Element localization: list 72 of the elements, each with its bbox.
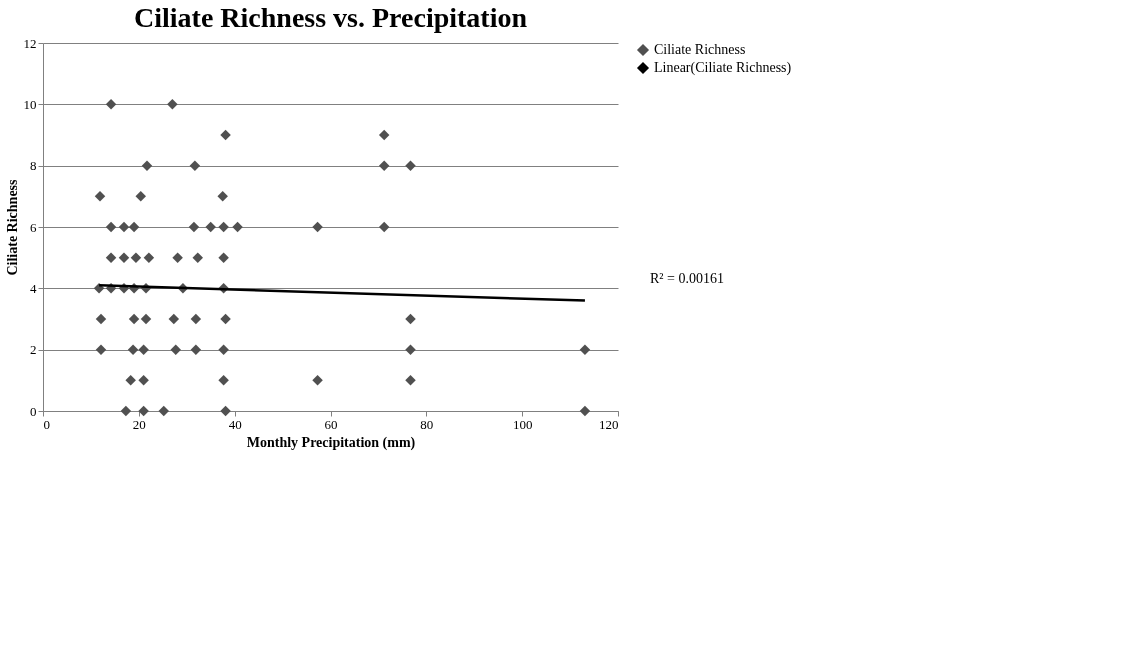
y-tick-label: 4 <box>30 280 37 296</box>
point <box>118 221 130 233</box>
point <box>312 221 323 233</box>
x-tick-label: 20 <box>132 416 146 432</box>
point <box>217 191 228 202</box>
y-tick-label: 0 <box>30 403 37 419</box>
point <box>105 221 117 233</box>
y-axis-title: Ciliate Richness <box>4 178 20 276</box>
point <box>220 405 231 417</box>
point <box>94 191 106 202</box>
point <box>168 313 180 325</box>
point <box>188 221 200 233</box>
x-tick-label: 0 <box>43 416 50 432</box>
point <box>220 129 231 141</box>
point <box>105 99 117 110</box>
point <box>172 252 183 263</box>
point <box>143 252 155 263</box>
point <box>579 405 591 417</box>
point <box>170 344 181 355</box>
point <box>190 344 202 355</box>
point <box>138 405 149 417</box>
x-axis-title: Monthly Precipitation (mm) <box>246 434 416 451</box>
point <box>158 405 169 417</box>
x-tick-label: 40 <box>228 416 242 432</box>
point <box>378 160 390 171</box>
point <box>128 313 140 325</box>
y-tick-label: 12 <box>23 35 37 51</box>
legend-label: Ciliate Richness <box>654 42 746 57</box>
y-tick-label: 8 <box>30 158 37 174</box>
point <box>312 375 323 386</box>
point <box>579 344 591 355</box>
text: R² = 0.00161 <box>650 271 724 286</box>
point <box>405 160 416 171</box>
point <box>220 313 231 325</box>
point <box>218 221 229 233</box>
point <box>405 344 416 355</box>
point <box>378 129 390 141</box>
legend-label: Linear(Ciliate Richness) <box>654 60 792 76</box>
point <box>232 221 243 233</box>
point <box>140 313 152 325</box>
y-tick-label: 10 <box>23 96 37 112</box>
point <box>192 252 204 263</box>
y-tick-label: 6 <box>30 219 37 235</box>
point <box>189 160 201 171</box>
point <box>405 313 416 325</box>
point <box>190 313 202 325</box>
point <box>218 344 229 355</box>
point <box>141 160 153 171</box>
point <box>405 375 416 386</box>
point <box>128 221 140 233</box>
point <box>125 375 136 386</box>
point <box>95 313 107 325</box>
point <box>378 221 390 233</box>
point <box>218 375 229 386</box>
x-tick-label: 80 <box>420 416 434 432</box>
point <box>105 252 117 263</box>
point <box>135 191 146 202</box>
x-tick-label: 100 <box>512 416 533 432</box>
point <box>127 344 139 355</box>
point <box>205 221 216 233</box>
y-tick-label: 2 <box>30 342 37 358</box>
x-tick-label: 60 <box>324 416 338 432</box>
point <box>138 344 149 355</box>
point <box>95 344 107 355</box>
point <box>120 405 132 417</box>
point <box>118 252 130 263</box>
point <box>138 375 149 386</box>
x-tick-label: 120 <box>599 416 619 432</box>
point <box>167 99 178 110</box>
point <box>130 252 142 263</box>
point <box>218 252 229 263</box>
chart-title: Ciliate Richness vs. Precipitation <box>133 2 528 33</box>
